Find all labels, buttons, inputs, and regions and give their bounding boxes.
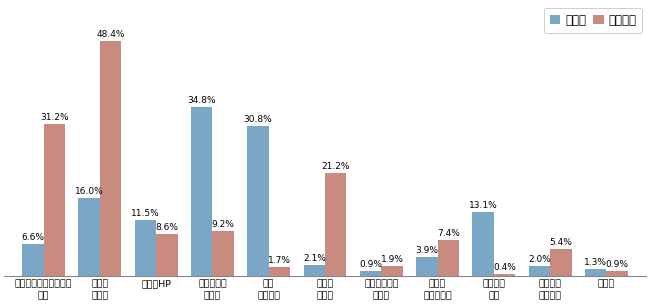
Text: 0.9%: 0.9% [606,260,629,269]
Bar [528,266,550,275]
Bar [100,41,122,275]
Text: 6.6%: 6.6% [21,233,44,242]
Bar [213,231,234,275]
Bar [494,274,515,275]
Text: 2.1%: 2.1% [303,254,326,264]
Bar [22,244,44,275]
Text: 0.4%: 0.4% [493,263,516,272]
Bar [135,220,156,275]
Text: 30.8%: 30.8% [244,115,272,124]
Bar [304,265,325,275]
Bar [268,267,290,275]
Text: 11.5%: 11.5% [131,209,160,218]
Bar [360,271,382,275]
Text: 16.0%: 16.0% [75,187,103,196]
Text: 1.7%: 1.7% [268,256,291,265]
Text: 5.4%: 5.4% [549,238,572,247]
Text: 1.9%: 1.9% [380,255,404,264]
Bar [437,240,459,275]
Bar [416,257,437,275]
Bar [247,126,268,275]
Bar [156,234,177,275]
Text: 13.1%: 13.1% [469,201,497,210]
Bar [473,212,494,275]
Text: 3.9%: 3.9% [415,246,438,255]
Bar [325,173,346,275]
Bar [585,269,606,275]
Bar [606,271,628,275]
Bar [44,124,65,275]
Bar [191,107,213,275]
Bar [382,266,403,275]
Text: 48.4%: 48.4% [96,30,125,39]
Legend: 延滞者, 無延滞者: 延滞者, 無延滞者 [543,8,642,33]
Text: 9.2%: 9.2% [212,220,235,229]
Bar [79,198,100,275]
Text: 31.2%: 31.2% [40,113,68,123]
Text: 7.4%: 7.4% [437,229,460,238]
Text: 34.8%: 34.8% [187,96,216,105]
Text: 2.0%: 2.0% [528,255,551,264]
Bar [550,249,571,275]
Text: 1.3%: 1.3% [584,258,607,267]
Text: 21.2%: 21.2% [322,162,350,171]
Text: 0.9%: 0.9% [359,260,382,269]
Text: 8.6%: 8.6% [155,223,178,232]
